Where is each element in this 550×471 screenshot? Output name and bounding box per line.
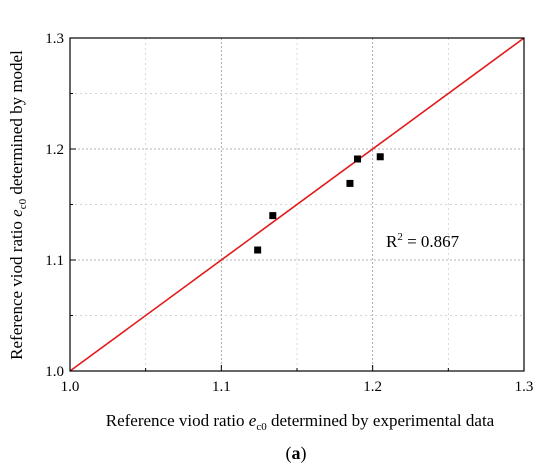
x-axis-title-post: determined by experimental data — [267, 411, 495, 430]
x-tick-label: 1.3 — [515, 379, 534, 395]
panel-label: (a) — [286, 443, 307, 464]
y-tick-label: 1.3 — [45, 31, 64, 47]
data-point-marker — [346, 179, 354, 187]
x-tick-label: 1.0 — [61, 379, 80, 395]
y-axis-title: Reference viod ratio ec0 determined by m… — [7, 50, 29, 360]
x-tick-label: 1.1 — [212, 379, 231, 395]
y-axis-title-var: e — [7, 209, 26, 217]
data-point-marker — [254, 246, 262, 254]
data-points — [254, 153, 384, 254]
r-squared-value: = 0.867 — [403, 232, 460, 251]
data-point-marker — [269, 212, 277, 220]
y-axis-title-pre: Reference viod ratio — [7, 217, 26, 360]
data-point-marker — [376, 153, 384, 161]
r-squared-superscript: 2 — [397, 231, 403, 243]
panel-label-letter: a — [292, 443, 301, 463]
y-tick-label: 1.1 — [45, 253, 64, 269]
panel-label-open: ( — [286, 443, 292, 464]
x-axis-title-var: e — [249, 411, 257, 430]
x-axis-title-pre: Reference viod ratio — [106, 411, 249, 430]
panel-label-close: ) — [301, 443, 307, 464]
plot-frame — [69, 37, 525, 372]
r-squared-annotation: R2 = 0.867 — [386, 231, 460, 251]
x-axis-title-sub: c0 — [256, 421, 267, 433]
x-tick-label: 1.2 — [363, 379, 382, 395]
tick-labels: 1.0 1.1 1.2 1.3 1.0 1.1 1.2 1.3 — [45, 31, 533, 395]
data-point-marker — [354, 155, 362, 163]
x-axis-title: Reference viod ratio ec0 determined by e… — [106, 411, 495, 433]
y-tick-label: 1.2 — [45, 142, 64, 158]
y-tick-label: 1.0 — [45, 364, 64, 380]
y-axis-title-post: determined by model — [7, 50, 26, 199]
y-axis-title-sub: c0 — [17, 198, 29, 209]
reference-line-y-equals-x — [69, 37, 525, 372]
r-squared-prefix: R — [386, 232, 398, 251]
